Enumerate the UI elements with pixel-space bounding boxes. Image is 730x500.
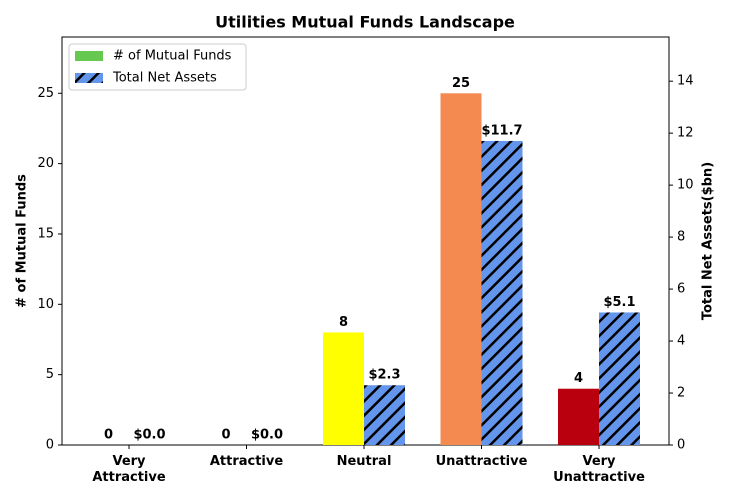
legend-box	[68, 43, 247, 91]
data-label: $0.0	[133, 428, 165, 443]
data-label: $5.1	[603, 295, 635, 310]
x-tick-label: Attractive	[209, 454, 284, 469]
data-label: 8	[339, 315, 348, 330]
x-tick-label: Unattractive	[435, 454, 528, 469]
x-tick-label: Neutral	[336, 454, 392, 469]
data-label: 4	[574, 371, 583, 386]
y2-tick-label: 14	[677, 74, 694, 89]
y-tick-label: 25	[37, 86, 54, 101]
y-tick-label: 0	[46, 438, 54, 453]
legend-label: Total Net Assets	[112, 71, 217, 86]
data-label: 25	[452, 76, 470, 91]
data-label: 0	[104, 428, 113, 443]
x-tick-label: Very Attractive	[92, 454, 166, 485]
legend-label: # of Mutual Funds	[113, 49, 232, 64]
data-label: $0.0	[251, 428, 283, 443]
y2-tick-label: 8	[677, 230, 685, 245]
y2-axis-label: Total Net Assets($bn)	[701, 162, 716, 320]
y-tick-label: 10	[37, 297, 54, 312]
y2-tick-label: 12	[677, 126, 694, 141]
data-label: $11.7	[481, 123, 522, 138]
y-tick-label: 15	[37, 226, 54, 241]
bar	[364, 385, 405, 445]
legend-swatch	[75, 51, 103, 61]
bar	[599, 312, 640, 445]
y2-tick-label: 4	[677, 334, 685, 349]
data-label: 0	[221, 428, 230, 443]
y2-tick-label: 6	[677, 282, 685, 297]
y2-tick-label: 10	[677, 178, 694, 193]
bar	[558, 388, 599, 445]
bar	[323, 332, 364, 445]
y-tick-label: 5	[46, 367, 54, 382]
x-tick-label: Very Unattractive	[553, 454, 645, 485]
data-label: $2.3	[368, 368, 400, 383]
y-axis-label: # of Mutual Funds	[15, 174, 30, 308]
y2-tick-label: 0	[677, 438, 685, 453]
y2-tick-label: 2	[677, 386, 685, 401]
bar	[440, 93, 482, 445]
legend-swatch	[75, 73, 103, 83]
chart-title: Utilities Mutual Funds Landscape	[215, 13, 515, 32]
bar	[481, 140, 523, 446]
y-tick-label: 20	[37, 156, 54, 171]
